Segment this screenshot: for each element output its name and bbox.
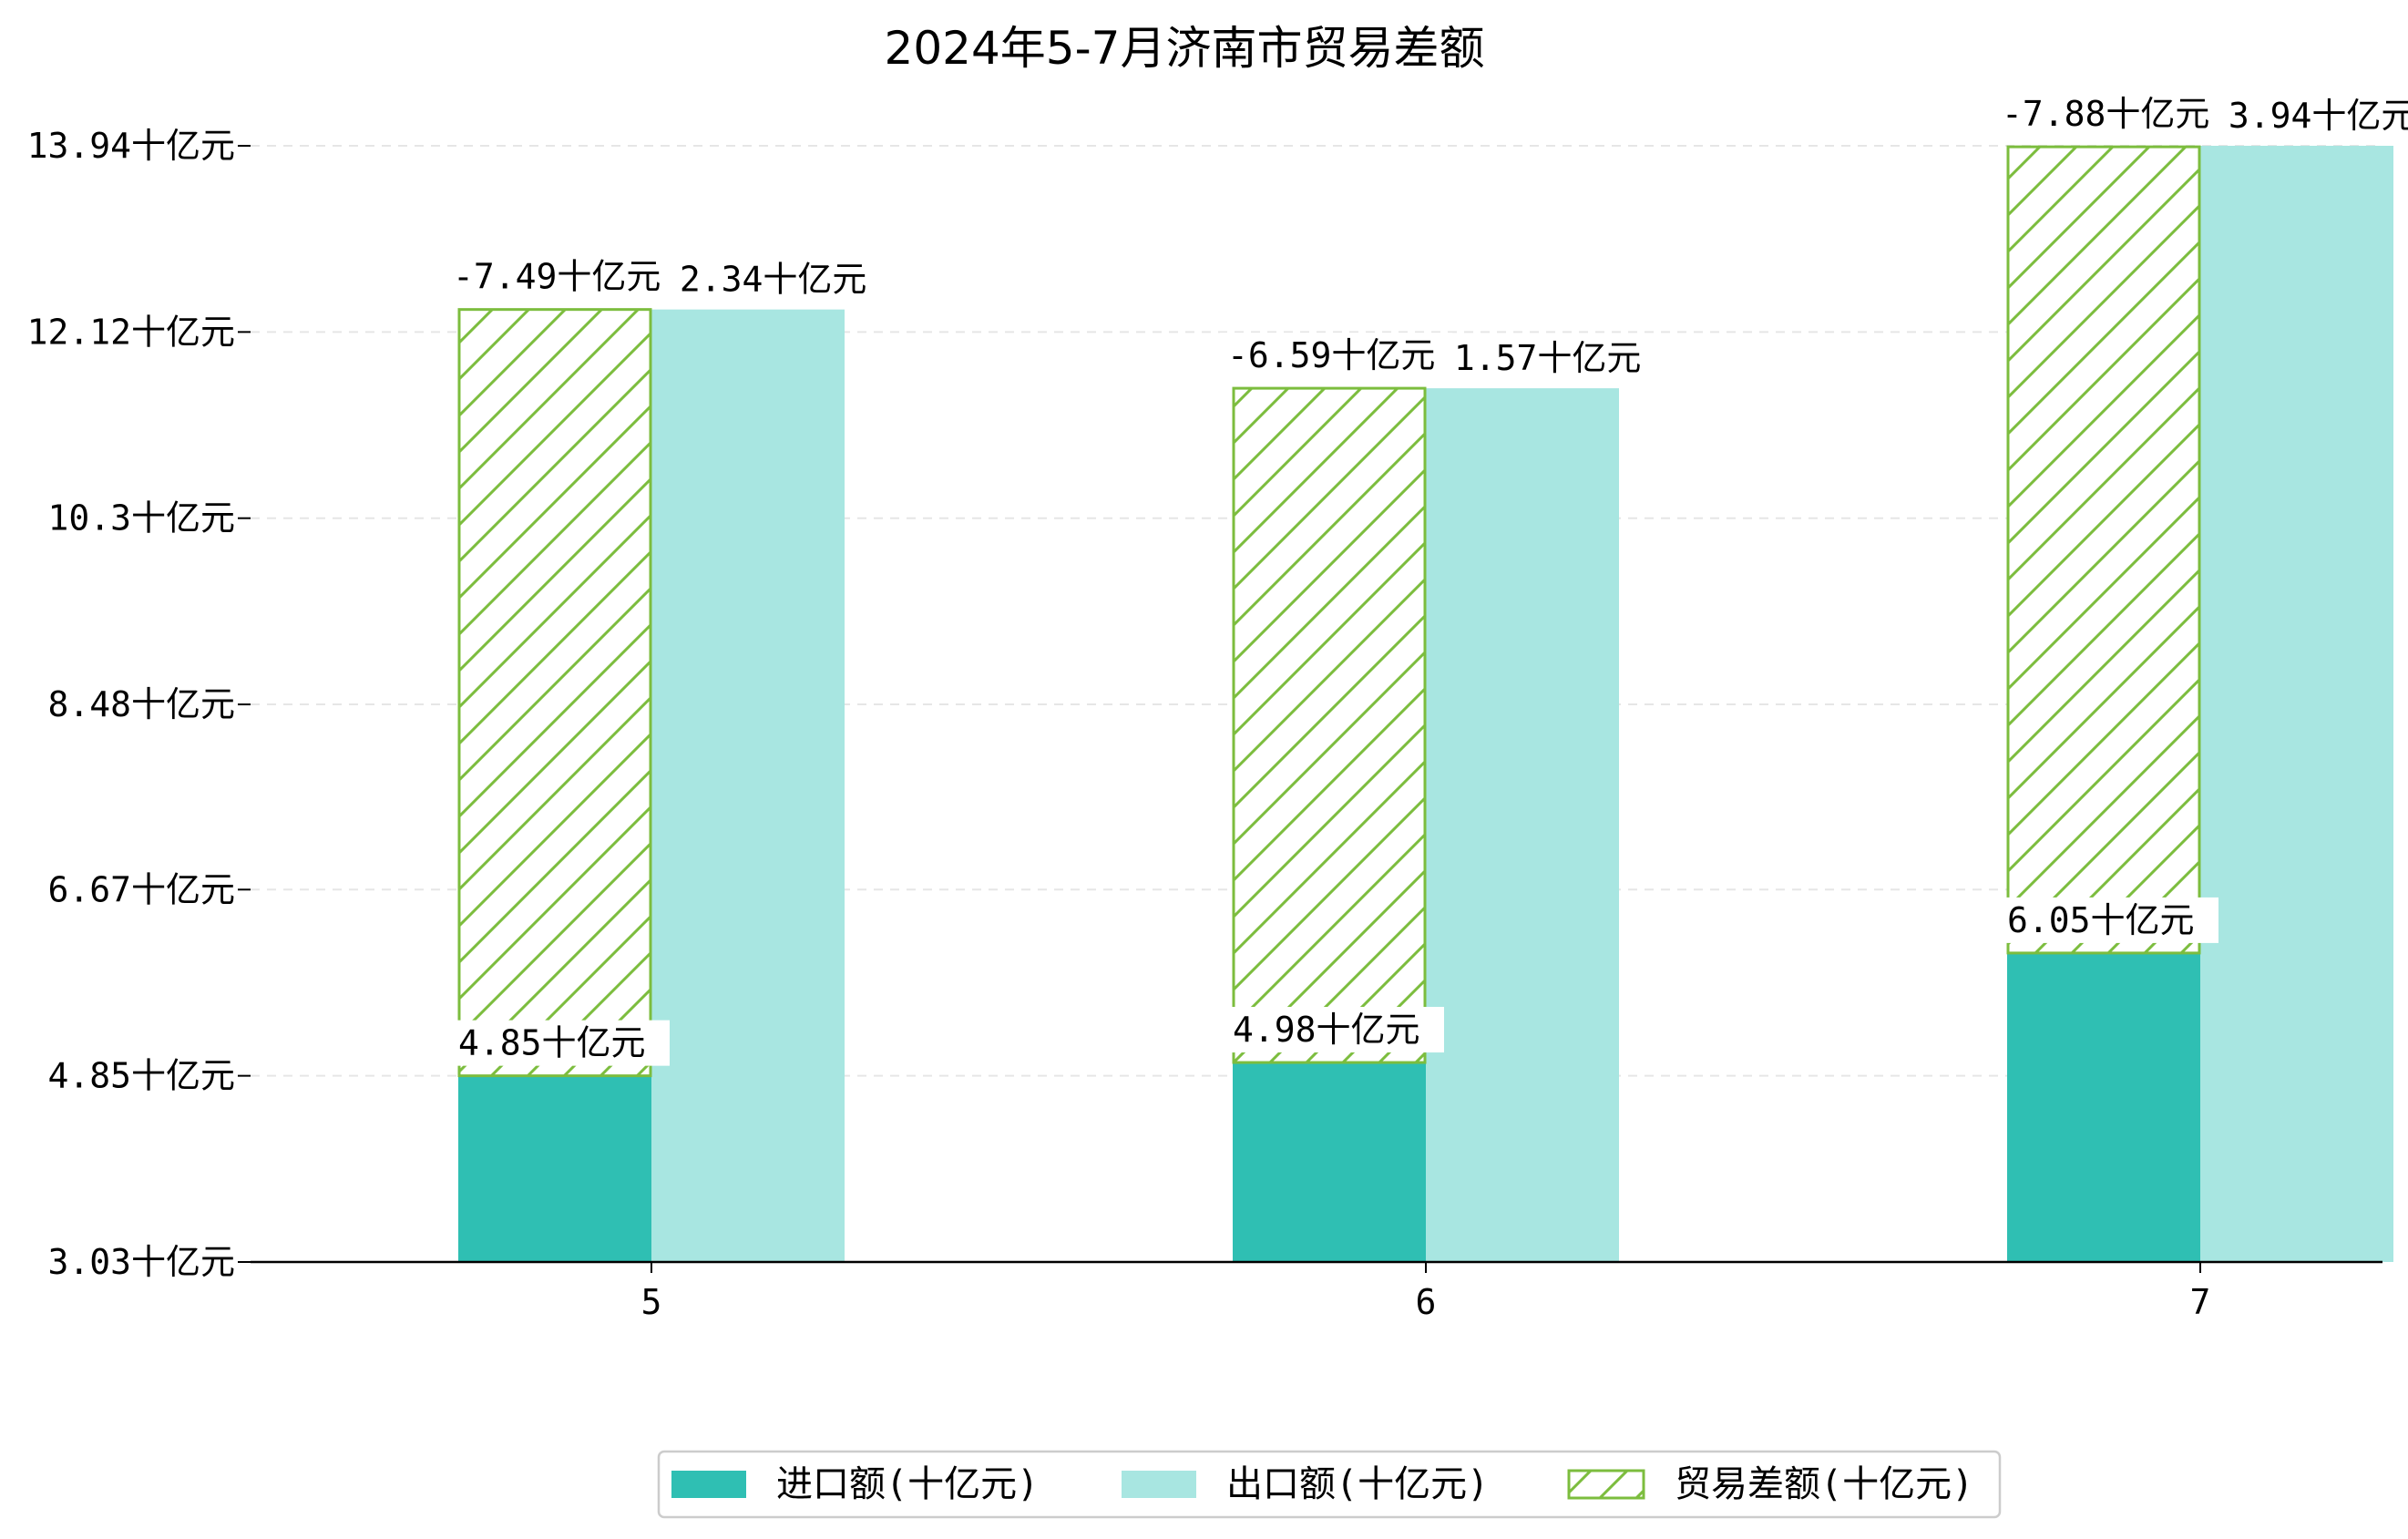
balance-bar	[1232, 386, 1427, 1064]
legend: 进口额(十亿元) 出口额(十亿元) 贸易差额(十亿元)	[657, 1450, 2002, 1519]
balance-value-label: -7.49十亿元	[453, 257, 661, 297]
balance-value-label-bg	[1994, 91, 2227, 138]
y-tick-label: 6.67十亿元	[47, 869, 235, 909]
legend-export-label: 出口额(十亿元)	[1226, 1463, 1489, 1505]
balance-bar	[2006, 145, 2201, 955]
import-bar	[1233, 1062, 1426, 1262]
balance-value-label: -7.88十亿元	[2002, 94, 2209, 134]
balance-bar	[457, 308, 652, 1078]
y-tick-label: 12.12十亿元	[27, 312, 235, 352]
export-value-label-bg	[1426, 335, 1635, 382]
balance-value-label: -6.59十亿元	[1227, 335, 1435, 375]
export-value-label: 12.34十亿元	[659, 260, 866, 300]
bars-layer	[457, 145, 2393, 1262]
legend-export-swatch	[1122, 1471, 1196, 1498]
export-value-label-bg	[2200, 93, 2408, 139]
export-value-label-bg	[651, 256, 861, 303]
x-tick-label: 7	[2190, 1282, 2211, 1322]
y-tick-label: 10.3十亿元	[47, 498, 235, 539]
y-tick-label: 13.94十亿元	[27, 126, 235, 166]
balance-value-label-bg	[1220, 333, 1452, 379]
export-bar	[2200, 146, 2393, 1262]
export-bar	[651, 309, 845, 1262]
import-value-label-bg	[2000, 897, 2218, 943]
import-value-label-bg	[1225, 1007, 1444, 1053]
legend-import-label: 进口额(十亿元)	[776, 1463, 1039, 1505]
export-value-label: 13.94十亿元	[2208, 96, 2408, 136]
balance-value-label-bg	[446, 253, 678, 300]
x-tick-label: 5	[641, 1282, 662, 1322]
axes-layer: 3.03十亿元 4.85十亿元 6.67十亿元 8.48十亿元 10.3十亿元 12.12…	[27, 126, 2382, 1322]
import-value-label: 4.98十亿元	[1233, 1010, 1420, 1050]
y-tick-label: 4.85十亿元	[47, 1056, 235, 1096]
export-value-label: 11.57十亿元	[1433, 338, 1641, 378]
y-tick-label: 8.48十亿元	[47, 684, 235, 724]
import-bar	[2007, 952, 2200, 1262]
chart-title: 2024年5-7月济南市贸易差额	[885, 22, 1485, 75]
import-value-label: 4.85十亿元	[458, 1023, 646, 1063]
legend-import-swatch	[671, 1471, 746, 1498]
labels-layer: 12.34十亿元-7.49十亿元 4.85十亿元 11.57十亿元-6.59十亿元 4…	[446, 91, 2408, 1066]
x-tick-label: 6	[1416, 1282, 1437, 1322]
export-bar	[1426, 388, 1619, 1262]
legend-box	[657, 1450, 2002, 1519]
import-value-label-bg	[451, 1020, 670, 1066]
import-value-label: 6.05十亿元	[2007, 900, 2195, 940]
y-tick-label: 3.03十亿元	[47, 1242, 235, 1282]
legend-balance-swatch	[1567, 1469, 1645, 1500]
import-bar	[458, 1075, 651, 1262]
legend-balance-label: 贸易差额(十亿元)	[1675, 1463, 1973, 1505]
